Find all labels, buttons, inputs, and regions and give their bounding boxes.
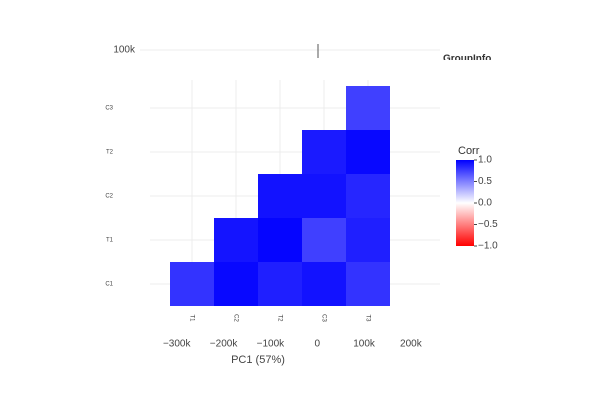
heatmap-cell [258,174,302,218]
heatmap-cell [214,218,258,262]
colorbar-tick-label: 1.0 [478,155,492,166]
heatmap-cell [346,130,390,174]
x-axis-title: PC1 (57%) [231,354,285,366]
colorbar-tick-label: 0.0 [478,198,492,209]
x-tick-label: T1 [188,314,194,322]
x-tick-label: 0 [314,339,320,350]
heatmap-cell [170,262,214,306]
x-tick-label: T2 [276,314,282,322]
x-tick-label: C3 [320,314,326,322]
x-tick-label: C2 [232,314,238,322]
heatmap-cell [346,262,390,306]
heatmap-cell [258,262,302,306]
x-tick-label: −100k [257,339,286,350]
x-tick-label: 100k [353,339,376,350]
heatmap-cell [214,262,258,306]
heatmap-cell [302,262,346,306]
colorbar-tick-label: −0.5 [478,219,498,230]
x-tick-label: 200k [400,339,423,350]
heatmap-cell [346,218,390,262]
colorbar-tick-label: 0.5 [478,176,492,187]
heatmap-cell [258,218,302,262]
colorbar-title: Corr [458,145,480,157]
x-tick-label: −200k [210,339,239,350]
x-tick-label: −300k [163,339,192,350]
y-tick-label: C2 [105,194,113,200]
heatmap-cell [346,86,390,130]
heatmap-cell [302,130,346,174]
y-tick-label: C1 [105,282,113,288]
legend-title: GroupInfo [443,54,491,65]
heatmap-cell [346,174,390,218]
y-tick-label: C3 [105,106,113,112]
y-tick-label: T1 [106,238,114,244]
heatmap-cell [302,174,346,218]
y-tick-label: 100k [113,45,136,56]
colorbar-tick-label: −1.0 [478,241,498,252]
x-tick-label: T3 [364,314,370,322]
heatmap-cell [302,218,346,262]
colorbar [456,160,474,246]
y-tick-label: T2 [106,150,114,156]
